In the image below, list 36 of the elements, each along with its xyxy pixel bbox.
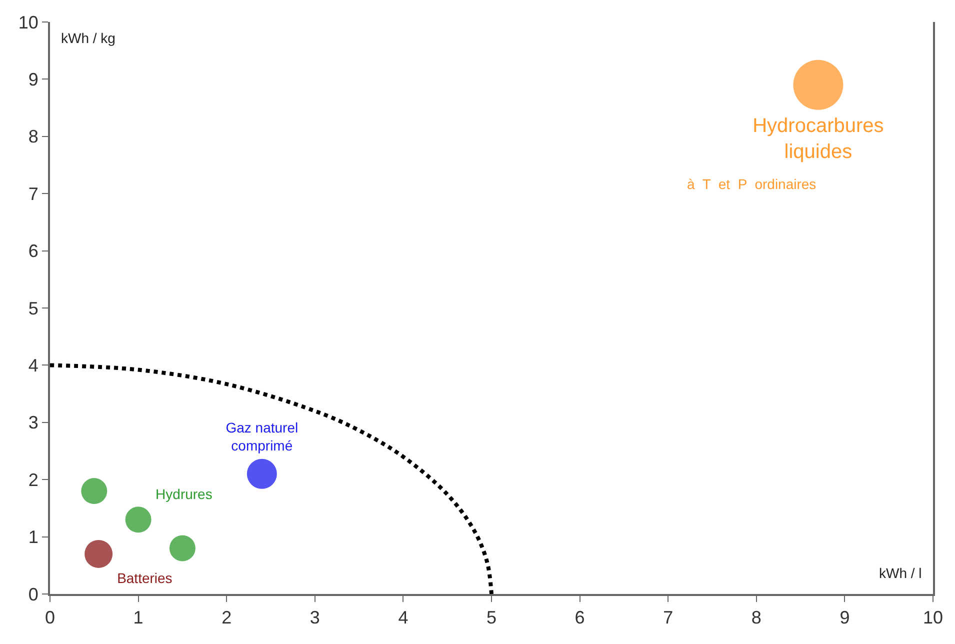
line-series [50,363,494,594]
y-tick-label: 7 [28,184,38,204]
y-axis-title: kWh / kg [61,30,116,46]
point [169,535,196,562]
x-tick-label: 5 [486,608,497,628]
series-label: Batteries [117,570,172,586]
y-tick-label: 10 [18,12,38,32]
x-tick-label: 6 [574,608,585,628]
y-tick-label: 8 [28,126,38,147]
series-label: Hydrures [156,486,212,502]
series-label: Hydrocarbures liquides [752,115,884,164]
x-tick-label: 3 [310,608,320,628]
x-tick-label: 0 [44,608,56,628]
point [84,540,113,568]
series-label: Gaz naturel comprimé [226,419,298,454]
y-tick-label: 1 [28,527,38,548]
y-tick-label: 9 [28,70,38,90]
x-tick-label: 2 [222,608,232,628]
x-tick-label: 4 [398,608,408,628]
x-tick-label: 10 [922,608,944,628]
point [81,478,108,504]
y-tick-label: 0 [28,584,38,604]
annotation: à T et P ordinaires [687,176,816,192]
y-tick-label: 2 [28,470,38,490]
x-tick-label: 8 [751,608,762,628]
x-tick-label: 9 [840,608,850,628]
x-tick-label: 1 [133,608,144,628]
y-tick-label: 5 [28,298,38,318]
x-tick-label: 7 [663,608,674,628]
x-axis-title: kWh / l [879,565,922,581]
point [246,458,277,489]
y-tick-label: 4 [28,356,38,376]
y-tick-label: 3 [28,412,38,433]
point [793,60,844,110]
point [125,506,152,533]
y-tick-label: 6 [28,241,38,262]
